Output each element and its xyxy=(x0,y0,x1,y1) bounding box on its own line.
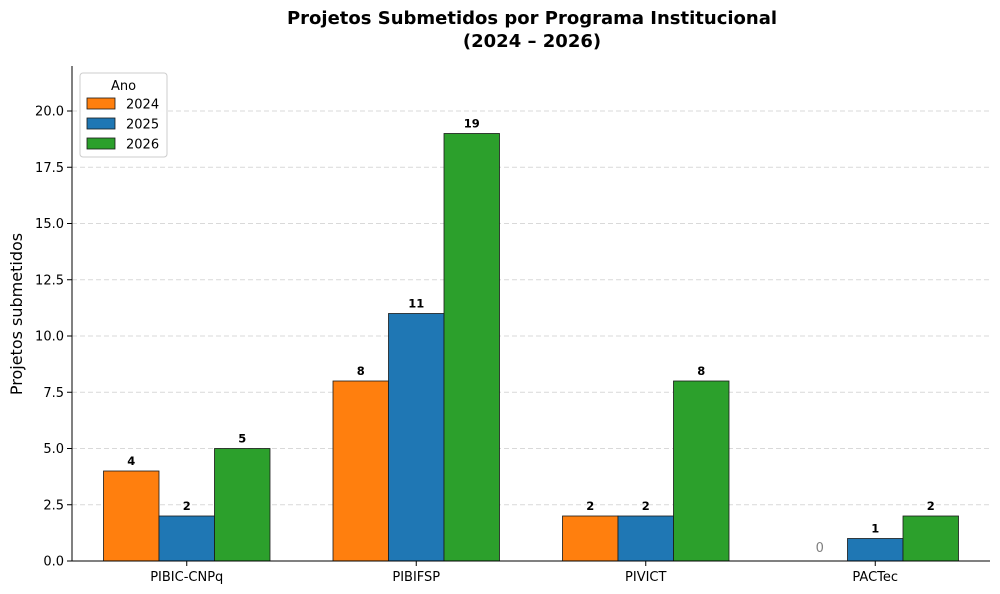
legend-swatch-2024 xyxy=(86,97,116,110)
y-tick-label: 20.0 xyxy=(35,105,64,120)
bar-2026-PIVICT xyxy=(673,380,730,562)
data-label: 11 xyxy=(408,297,424,311)
legend-title: Ano xyxy=(111,79,136,94)
x-tick-label: PIVICT xyxy=(625,570,666,585)
data-label: 2 xyxy=(586,499,594,513)
data-label: 19 xyxy=(464,117,480,131)
data-label: 8 xyxy=(697,364,705,378)
chart-title-line2: (2024 – 2026) xyxy=(463,31,601,52)
bars xyxy=(103,133,959,562)
y-tick-label: 10.0 xyxy=(35,330,64,345)
bar-2026-PACTec xyxy=(902,515,959,562)
axes: 0.0 2.5 5.0 7.5 10.0 12.5 15.0 17.5 20.0 PIBIC-CN… xyxy=(35,66,990,585)
legend-swatch-2026 xyxy=(86,137,116,150)
data-label: 2 xyxy=(183,499,191,513)
y-tick-label: 12.5 xyxy=(35,273,64,288)
data-label-zero: 0 xyxy=(816,541,824,556)
legend-label-2025: 2025 xyxy=(126,118,159,133)
data-label: 5 xyxy=(238,432,246,446)
bar-2025-PIBIFSP xyxy=(388,313,445,562)
y-tick-label: 0.0 xyxy=(43,555,64,570)
y-tick-label: 5.0 xyxy=(43,442,64,457)
data-label: 2 xyxy=(927,499,935,513)
bar-2025-PACTec xyxy=(847,538,904,562)
bar-2024-PIBIC-CNPq xyxy=(103,470,160,562)
y-tick-label: 15.0 xyxy=(35,217,64,232)
data-label: 8 xyxy=(357,364,365,378)
data-label: 1 xyxy=(871,522,879,536)
bar-2026-PIBIFSP xyxy=(443,133,500,562)
legend-label-2026: 2026 xyxy=(126,138,159,153)
y-tick-label: 2.5 xyxy=(43,498,64,513)
bar-2026-PIBIC-CNPq xyxy=(214,448,271,562)
data-label: 2 xyxy=(642,499,650,513)
y-tick-label: 17.5 xyxy=(35,161,64,176)
x-tick-label: PIBIFSP xyxy=(392,570,440,585)
grid-lines xyxy=(72,110,990,506)
x-tick-label: PACTec xyxy=(852,570,898,585)
bar-2024-PIBIFSP xyxy=(332,380,389,562)
bar-2025-PIBIC-CNPq xyxy=(158,515,215,562)
data-label: 4 xyxy=(127,454,135,468)
data-labels: 4 2 5 8 11 19 2 2 8 0 1 2 xyxy=(127,117,935,557)
legend-box xyxy=(79,72,168,158)
legend: Ano 2024 2025 2026 xyxy=(79,72,168,158)
legend-label-2024: 2024 xyxy=(126,98,159,113)
x-tick-label: PIBIC-CNPq xyxy=(150,570,223,585)
bar-2025-PIVICT xyxy=(617,515,674,562)
chart-title-line1: Projetos Submetidos por Programa Institu… xyxy=(287,8,777,29)
y-tick-label: 7.5 xyxy=(43,386,64,401)
bar-2024-PIVICT xyxy=(562,515,619,562)
legend-swatch-2025 xyxy=(86,117,116,130)
y-axis-label: Projetos submetidos xyxy=(7,233,26,395)
